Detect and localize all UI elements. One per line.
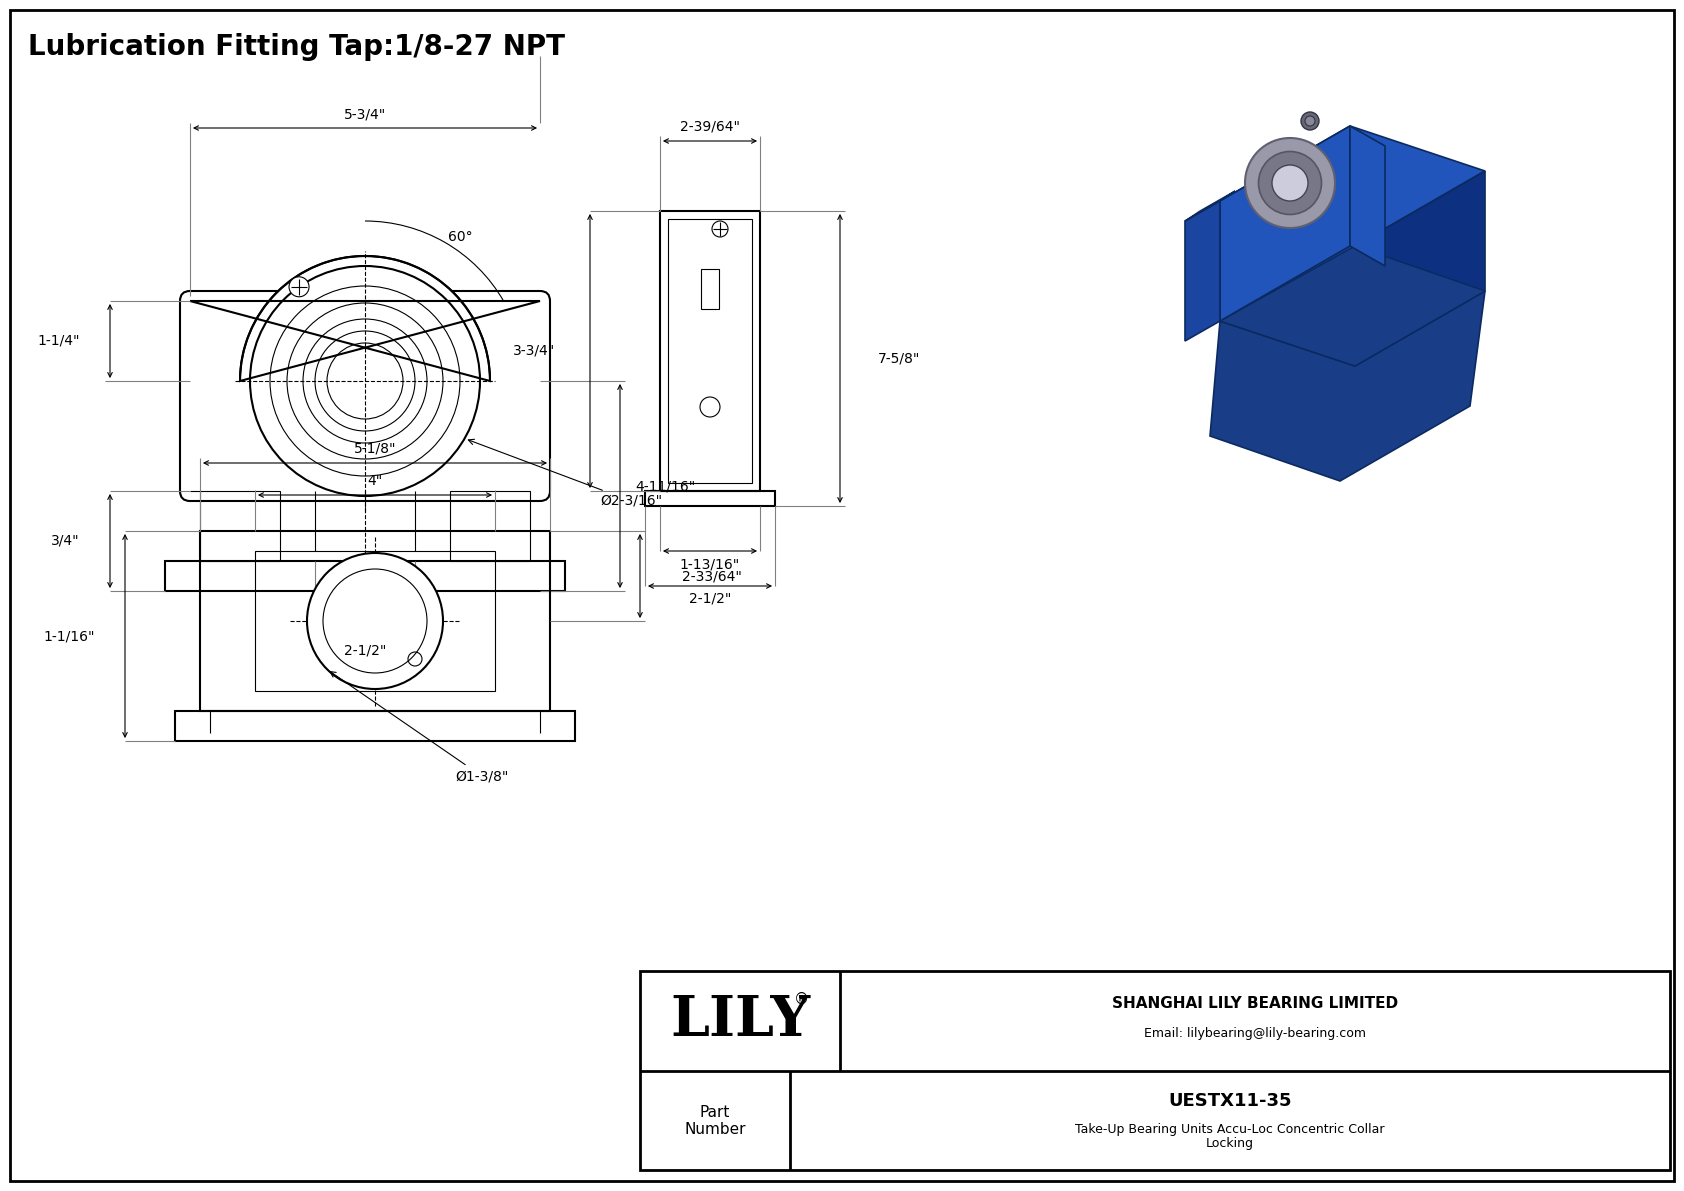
FancyBboxPatch shape <box>180 291 551 501</box>
Text: Part
Number: Part Number <box>684 1105 746 1137</box>
Text: 2-33/64": 2-33/64" <box>682 569 743 584</box>
Polygon shape <box>1219 201 1356 366</box>
Text: 3-3/4": 3-3/4" <box>512 344 556 358</box>
Bar <box>165 561 566 591</box>
Text: UESTX11-35: UESTX11-35 <box>1169 1092 1292 1110</box>
Bar <box>660 211 759 491</box>
Circle shape <box>1244 138 1335 227</box>
Text: LILY: LILY <box>670 993 810 1048</box>
Polygon shape <box>1211 291 1485 481</box>
Text: Ø2-3/16": Ø2-3/16" <box>468 439 662 509</box>
Polygon shape <box>1186 191 1234 222</box>
Polygon shape <box>1351 126 1384 266</box>
Bar <box>450 491 530 561</box>
Circle shape <box>1302 112 1319 130</box>
Text: Email: lilybearing@lily-bearing.com: Email: lilybearing@lily-bearing.com <box>1143 1027 1366 1040</box>
Text: ®: ® <box>795 991 810 1006</box>
Polygon shape <box>1219 126 1485 247</box>
Text: 1-1/16": 1-1/16" <box>44 629 94 643</box>
Bar <box>254 551 495 691</box>
Polygon shape <box>1219 126 1351 322</box>
Text: 1-13/16": 1-13/16" <box>680 557 741 570</box>
Text: SHANGHAI LILY BEARING LIMITED: SHANGHAI LILY BEARING LIMITED <box>1111 996 1398 1010</box>
Circle shape <box>1271 166 1308 201</box>
Bar <box>669 219 753 484</box>
Text: 1-1/4": 1-1/4" <box>37 333 81 348</box>
Bar <box>645 491 775 506</box>
Circle shape <box>290 276 310 297</box>
Polygon shape <box>1219 247 1485 366</box>
Text: Lubrication Fitting Tap:1/8-27 NPT: Lubrication Fitting Tap:1/8-27 NPT <box>29 33 566 61</box>
Polygon shape <box>1186 201 1219 341</box>
Text: 5-3/4": 5-3/4" <box>344 107 386 121</box>
Text: 4-11/16": 4-11/16" <box>635 479 695 493</box>
Text: Locking: Locking <box>1206 1136 1255 1149</box>
Text: 60°: 60° <box>448 230 472 244</box>
Bar <box>701 269 719 308</box>
Text: Ø1-3/8": Ø1-3/8" <box>330 672 509 782</box>
Bar <box>640 971 1671 1170</box>
Bar <box>200 531 551 711</box>
Text: 2-1/2": 2-1/2" <box>689 592 731 606</box>
Text: 3/4": 3/4" <box>52 534 81 548</box>
Text: 5-1/8": 5-1/8" <box>354 442 396 456</box>
Bar <box>175 711 574 741</box>
Circle shape <box>306 553 443 690</box>
Bar <box>200 491 280 561</box>
Text: 2-39/64": 2-39/64" <box>680 120 739 135</box>
Text: 4": 4" <box>367 474 382 488</box>
Text: 7-5/8": 7-5/8" <box>877 353 921 366</box>
Circle shape <box>1258 151 1322 214</box>
Polygon shape <box>1356 172 1485 366</box>
Text: Take-Up Bearing Units Accu-Loc Concentric Collar: Take-Up Bearing Units Accu-Loc Concentri… <box>1076 1122 1384 1135</box>
Polygon shape <box>190 256 541 381</box>
Circle shape <box>712 222 727 237</box>
Text: 2-1/2": 2-1/2" <box>344 643 386 657</box>
Circle shape <box>1305 116 1315 126</box>
